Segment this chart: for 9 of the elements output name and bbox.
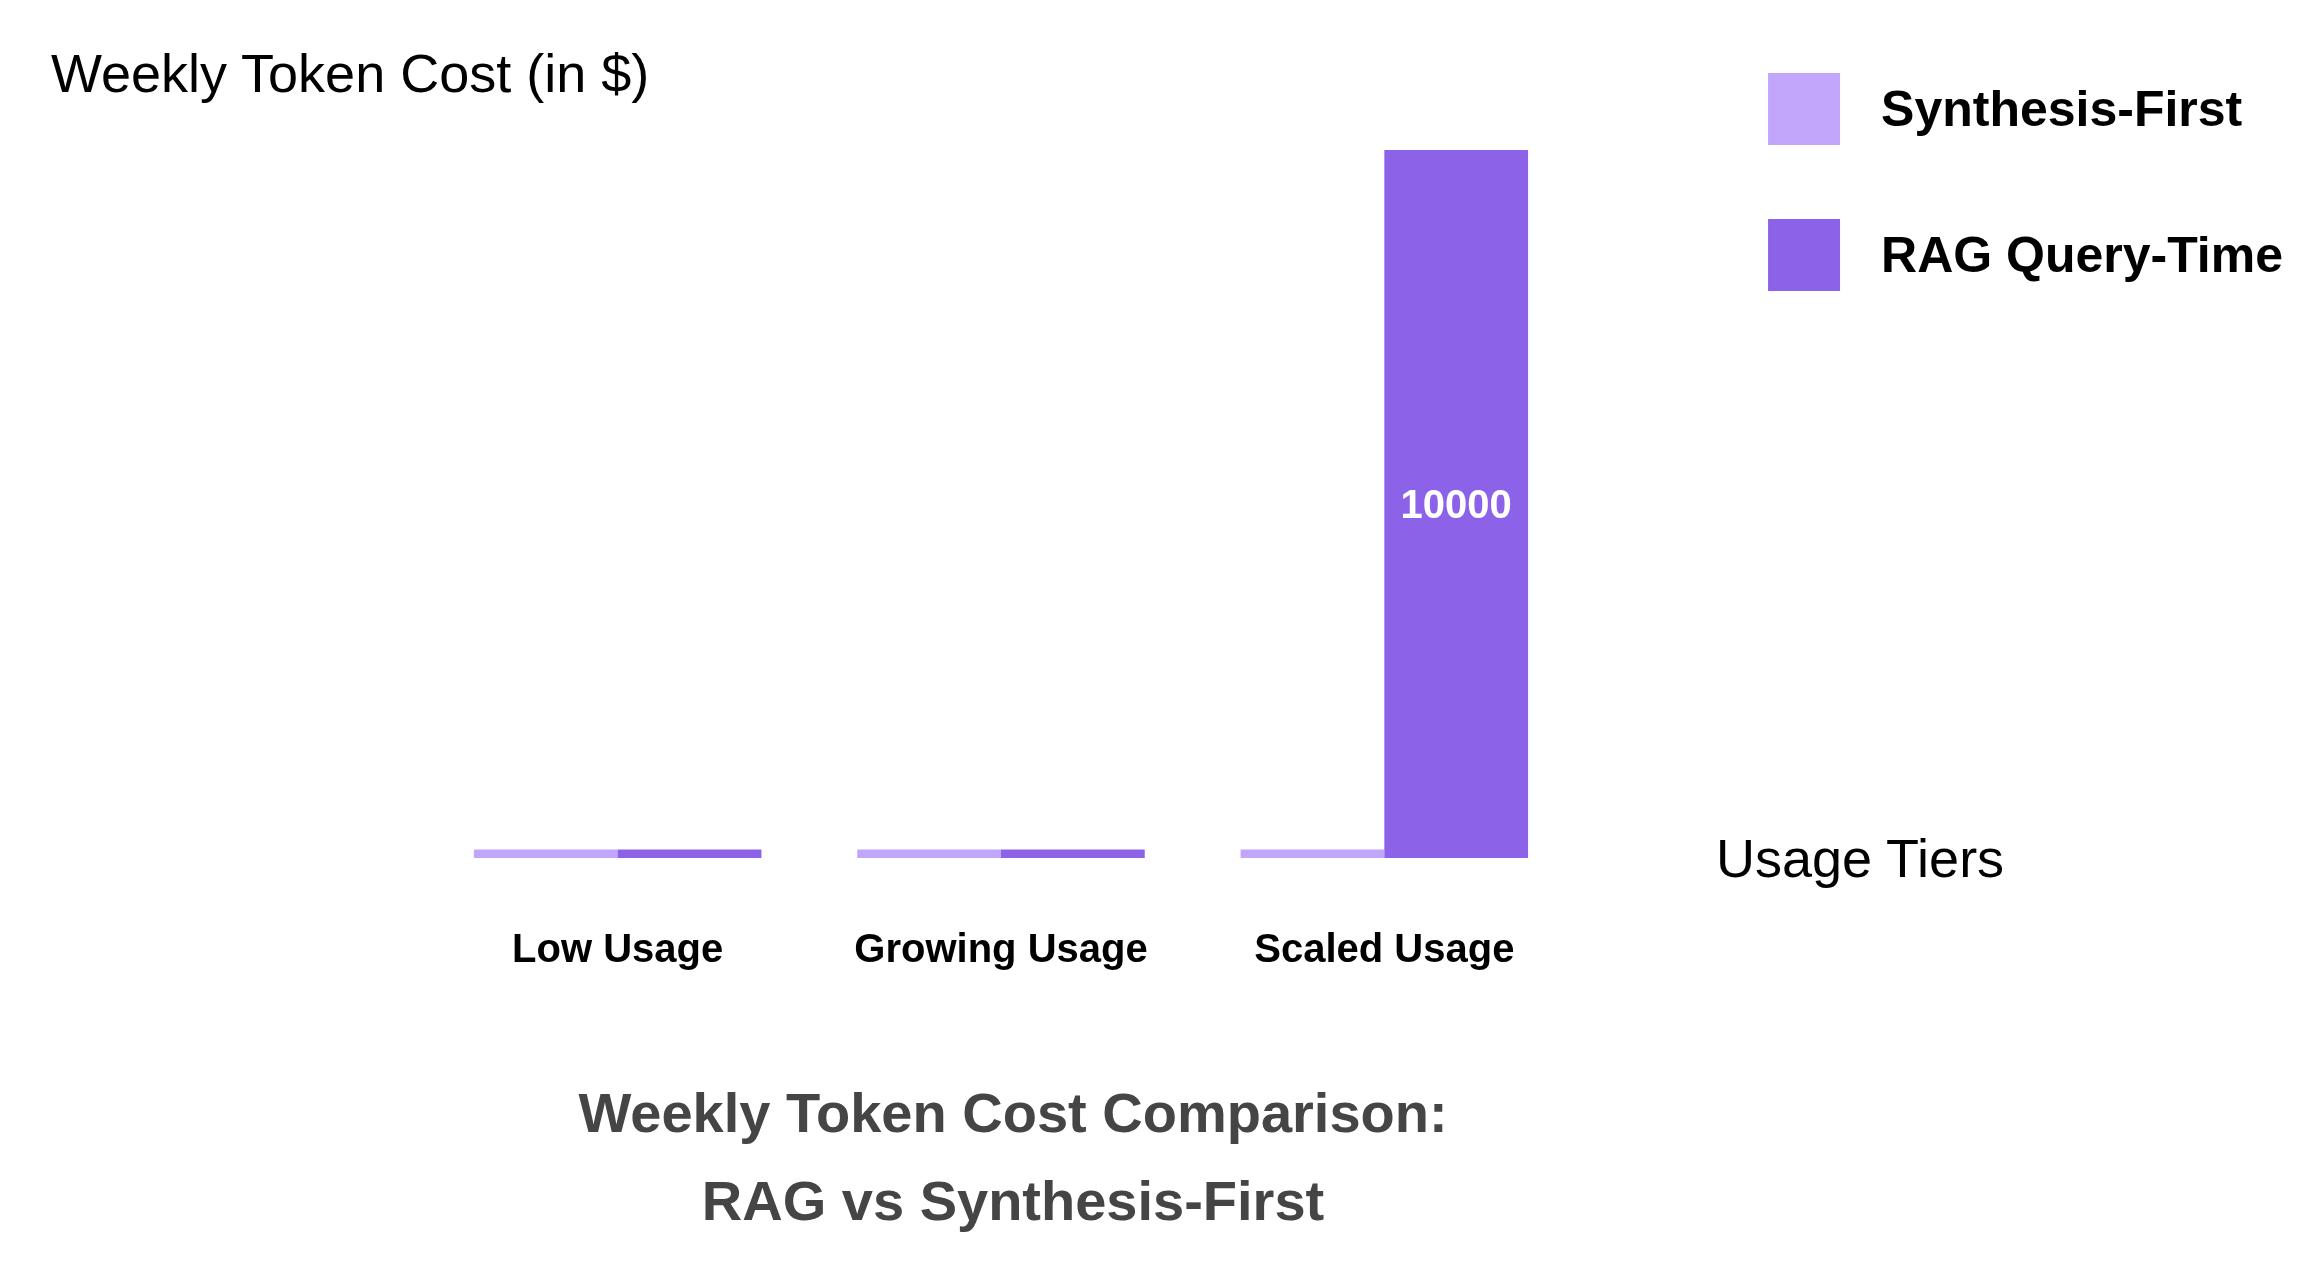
legend-label: RAG Query-Time xyxy=(1881,227,2283,283)
legend-label: Synthesis-First xyxy=(1881,81,2243,137)
x-tick-label: Scaled Usage xyxy=(1254,926,1515,970)
data-label: 10000 xyxy=(1400,482,1512,526)
x-axis-title: Usage Tiers xyxy=(1716,828,2005,888)
x-tick-label: Growing Usage xyxy=(854,926,1148,970)
y-axis-title: Weekly Token Cost (in $) xyxy=(51,43,650,103)
text: Weekly Token Cost Comparison: RAG vs Synthesis-First xyxy=(578,1080,1448,1232)
x-tick-label: Low Usage xyxy=(512,926,724,970)
